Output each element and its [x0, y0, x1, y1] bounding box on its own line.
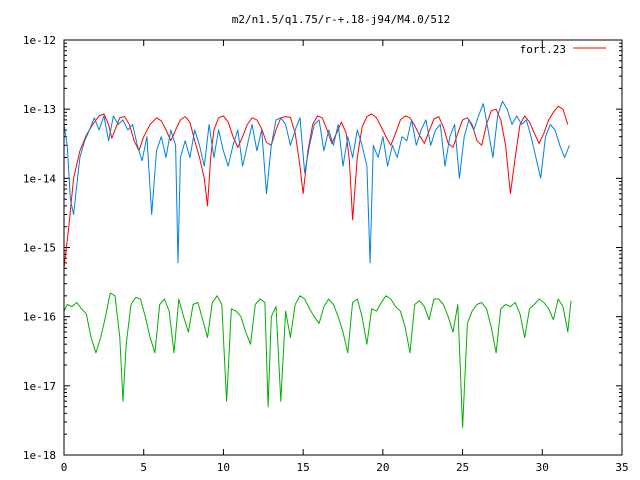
x-tick-label: 35	[615, 461, 628, 474]
y-tick-label: 1e-16	[23, 311, 56, 324]
legend-label-fort-23: fort.23	[520, 43, 566, 56]
series-line-2	[63, 100, 570, 264]
x-tick-label: 10	[217, 461, 230, 474]
x-tick-label: 0	[61, 461, 68, 474]
series-layer	[63, 100, 572, 428]
x-tick-label: 5	[140, 461, 147, 474]
series-line-1	[63, 105, 569, 269]
y-tick-label: 1e-18	[23, 449, 56, 462]
y-tick-label: 1e-12	[23, 34, 56, 47]
y-tick-label: 1e-15	[23, 242, 56, 255]
y-tick-label: 1e-14	[23, 172, 56, 185]
y-tick-label: 1e-13	[23, 103, 56, 116]
y-tick-label: 1e-17	[23, 380, 56, 393]
x-tick-label: 15	[297, 461, 310, 474]
axes: 0 5 10 15 20 25 30 35 1e-18 1e-17 1e-16 1e-15 1e-14 1…	[23, 34, 629, 474]
legend: fort.23	[520, 43, 606, 56]
chart-title: m2/n1.5/q1.75/r-+.18-j94/M4.0/512	[232, 13, 451, 26]
x-tick-label: 20	[376, 461, 389, 474]
x-tick-label: 30	[536, 461, 549, 474]
x-tick-label: 25	[456, 461, 469, 474]
series-line-3	[63, 292, 572, 428]
plot-frame	[63, 39, 623, 456]
